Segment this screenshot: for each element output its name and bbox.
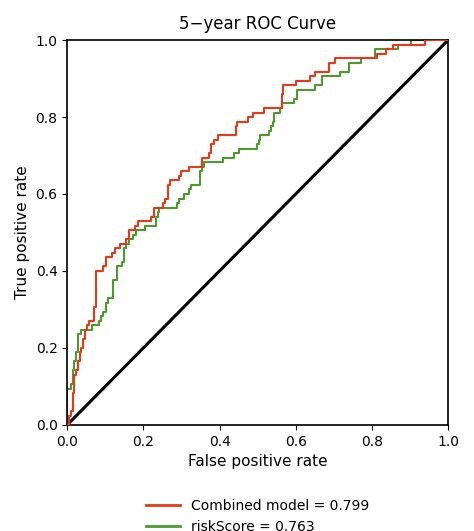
riskScore = 0.763 [419,37,424,44]
Line: Combined model = 0.799: Combined model = 0.799 [67,40,448,425]
Combined model = 0.799 [64,422,70,428]
riskScore = 0.763 [422,37,428,44]
X-axis label: False positive rate: False positive rate [188,454,328,469]
riskScore = 0.763 [445,37,451,44]
riskScore = 0.763 [64,422,70,428]
Combined model = 0.799 [422,37,428,44]
Combined model = 0.799 [151,204,157,211]
Combined model = 0.799 [445,37,451,44]
riskScore = 0.763 [155,213,160,220]
Line: riskScore = 0.763: riskScore = 0.763 [67,40,448,425]
Combined model = 0.799 [422,41,428,48]
Title: 5−year ROC Curve: 5−year ROC Curve [179,15,336,33]
riskScore = 0.763 [408,37,414,44]
Y-axis label: True positive rate: True positive rate [15,166,30,299]
Combined model = 0.799 [300,78,306,84]
riskScore = 0.763 [303,87,309,93]
riskScore = 0.763 [404,41,410,48]
Combined model = 0.799 [404,41,410,48]
Combined model = 0.799 [353,55,359,62]
Legend: Combined model = 0.799, riskScore = 0.763: Combined model = 0.799, riskScore = 0.76… [140,493,375,531]
Combined model = 0.799 [419,41,424,48]
riskScore = 0.763 [355,59,361,66]
